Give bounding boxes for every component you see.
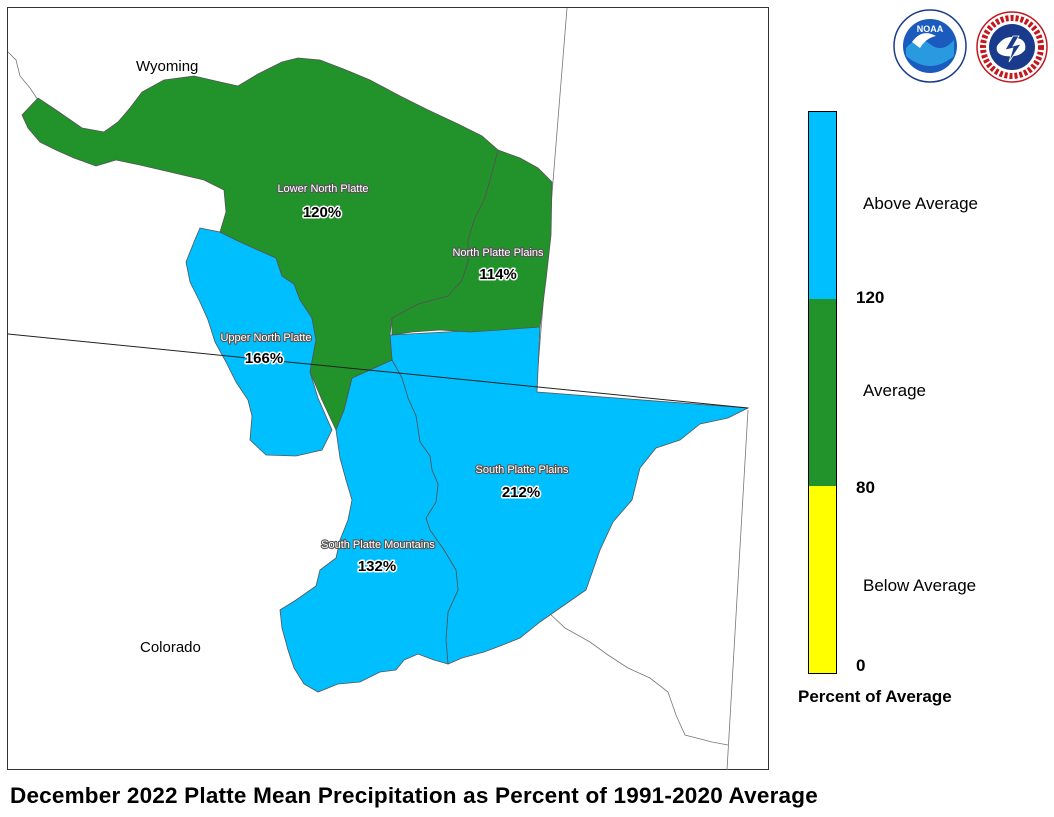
legend-tick-120: 120	[856, 288, 885, 307]
basin-name-lower-north-platte: Lower North Platte	[277, 183, 368, 195]
legend-tick-0: 0	[856, 656, 866, 675]
basin-percent-south-platte-mountains: 132%	[358, 558, 396, 575]
basin-name-south-platte-plains: South Platte Plains	[476, 464, 569, 476]
basin-shape-south-platte-mountains[interactable]	[279, 359, 459, 693]
legend-swatch-average	[809, 299, 836, 486]
co-ne-boundary	[726, 409, 749, 771]
nws-logo-icon	[976, 11, 1048, 83]
noaa-logo-icon: NOAA	[893, 9, 967, 83]
state-label-colorado: Colorado	[140, 639, 201, 656]
legend-color-bar	[808, 111, 837, 674]
co-southeast-boundary	[547, 611, 729, 746]
map-canvas: Wyoming Colorado Lower North Platte 120%…	[7, 7, 750, 771]
legend-tick-80: 80	[856, 478, 875, 497]
basin-percent-south-platte-plains: 212%	[502, 484, 540, 501]
basin-south-platte-mountains[interactable]	[279, 359, 459, 693]
noaa-logo-text: NOAA	[917, 24, 944, 34]
basin-lower-north-platte[interactable]	[21, 57, 499, 432]
legend-title: Percent of Average	[798, 687, 952, 706]
basin-name-upper-north-platte: Upper North Platte	[220, 332, 311, 344]
legend-swatch-above-average	[809, 112, 836, 299]
basin-shape-lower-north-platte[interactable]	[21, 57, 499, 432]
basin-percent-north-platte-plains: 114%	[479, 266, 517, 283]
wy-west-boundary	[7, 51, 39, 101]
basin-name-north-platte-plains: North Platte Plains	[452, 247, 544, 259]
legend-label-below-average: Below Average	[863, 576, 977, 595]
wy-co-state-line	[7, 333, 749, 409]
basin-name-south-platte-mountains: South Platte Mountains	[321, 539, 435, 551]
legend-label-above-average: Above Average	[863, 194, 978, 213]
legend-swatch-below-average	[809, 486, 836, 673]
basin-percent-lower-north-platte: 120%	[303, 204, 341, 221]
basin-percent-upper-north-platte: 166%	[245, 350, 283, 367]
page-title: December 2022 Platte Mean Precipitation …	[10, 783, 818, 808]
legend-label-average: Average	[863, 381, 927, 400]
state-label-wyoming: Wyoming	[136, 58, 198, 75]
